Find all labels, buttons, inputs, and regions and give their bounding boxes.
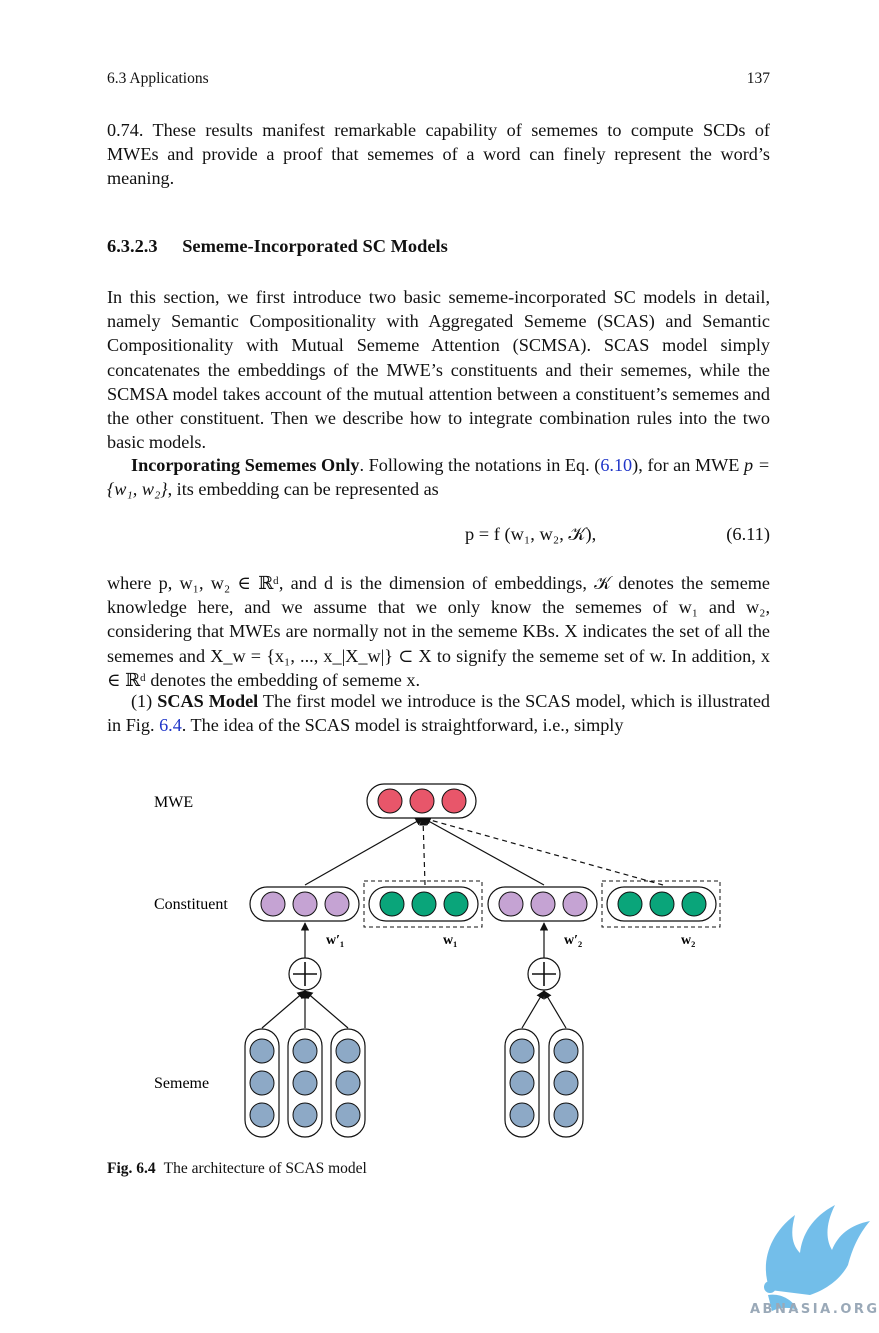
arrow-w1prime-to-mwe xyxy=(305,818,423,885)
constituent-w2-prime xyxy=(488,887,597,921)
equation-number: (6.11) xyxy=(726,524,770,545)
section-title: 6.3 Applications xyxy=(107,70,209,88)
constituent-w1 xyxy=(364,881,482,927)
mwe-vector xyxy=(367,784,476,818)
intro-paragraph: 0.74. These results manifest remarkable … xyxy=(107,118,770,191)
section-paragraph: In this section, we first introduce two … xyxy=(107,285,770,454)
heading-number: 6.3.2.3 xyxy=(107,236,158,256)
where-paragraph: where p, w₁, w₂ ∈ ℝᵈ, and d is the dimen… xyxy=(107,571,770,692)
arrow-w1-to-mwe xyxy=(423,818,425,885)
scas-architecture-figure: MWE Constituent Sememe xyxy=(140,770,740,1150)
constituent-w1-prime xyxy=(250,887,359,921)
sememe-column-1 xyxy=(245,1029,279,1137)
label-w1: w₁ xyxy=(443,933,457,948)
equation-6-11: p = f (w₁, w₂, 𝒦), (6.11) xyxy=(107,524,770,550)
scas-run-in: SCAS Model xyxy=(157,691,258,711)
equation-body: p = f (w₁, w₂, 𝒦), xyxy=(465,524,596,545)
sememe-column-4 xyxy=(505,1029,539,1137)
equation-link[interactable]: 6.10 xyxy=(600,455,632,475)
run-in-heading: Incorporating Sememes Only xyxy=(131,455,359,475)
label-w1-prime: w′₁ xyxy=(326,933,344,948)
constituent-w2 xyxy=(602,881,720,927)
watermark-text: ABNASIA.ORG xyxy=(750,1302,879,1317)
label-sememe: Sememe xyxy=(154,1075,209,1092)
heading-title: Sememe-Incorporated SC Models xyxy=(182,236,448,256)
scas-paragraph: (1) SCAS Model The first model we introd… xyxy=(107,689,770,737)
label-constituent: Constituent xyxy=(154,896,228,913)
sememe-column-5 xyxy=(549,1029,583,1137)
arrow-w2-to-mwe xyxy=(423,818,663,885)
sememe-column-2 xyxy=(288,1029,322,1137)
caption-text: The architecture of SCAS model xyxy=(164,1160,367,1177)
page-number: 137 xyxy=(747,70,770,88)
arrow-w2prime-to-mwe xyxy=(423,818,544,885)
incorporating-paragraph: Incorporating Sememes Only. Following th… xyxy=(107,453,770,501)
caption-label: Fig. 6.4 xyxy=(107,1160,156,1177)
label-w2: w₂ xyxy=(681,933,695,948)
sum-node-1 xyxy=(289,958,321,990)
figure-link[interactable]: 6.4 xyxy=(159,715,182,735)
label-mwe: MWE xyxy=(154,794,193,811)
figure-caption: Fig. 6.4 The architecture of SCAS model xyxy=(107,1160,367,1178)
section-heading: 6.3.2.3 Sememe-Incorporated SC Models xyxy=(107,236,448,257)
label-w2-prime: w′₂ xyxy=(564,933,582,948)
sum-node-2 xyxy=(528,958,560,990)
sememe-column-3 xyxy=(331,1029,365,1137)
